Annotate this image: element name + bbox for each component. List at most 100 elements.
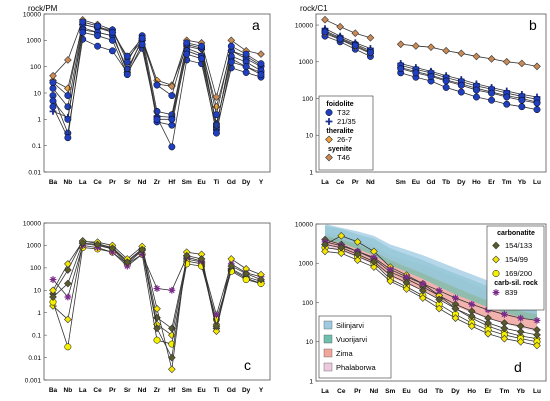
- ytick-label: 10000: [23, 11, 41, 18]
- legend-item-label: T32: [337, 108, 350, 117]
- xtick-label: Nd: [138, 179, 147, 186]
- data-point: [213, 311, 220, 319]
- xtick-label: Sm: [385, 388, 395, 395]
- data-point: [533, 341, 541, 350]
- legend-group-title: theralite: [326, 128, 353, 135]
- data-point: [442, 46, 450, 55]
- data-point: [321, 240, 329, 249]
- data-point: [153, 324, 161, 333]
- data-point: [108, 36, 116, 44]
- panel-d-label: d: [514, 359, 522, 375]
- data-point: [442, 84, 450, 91]
- data-point: [503, 93, 511, 101]
- data-point: [227, 42, 235, 50]
- data-point: [64, 343, 72, 351]
- legend-group-title: syenite: [328, 146, 352, 153]
- ytick-label: 1: [309, 169, 313, 176]
- series-unnamed-6: [49, 18, 265, 119]
- xtick-label: Y: [259, 387, 264, 394]
- legend-marker: [325, 118, 333, 125]
- data-point: [64, 315, 72, 324]
- data-point: [138, 34, 146, 42]
- data-point: [168, 92, 176, 100]
- data-point: [442, 77, 450, 85]
- data-point: [168, 121, 176, 129]
- data-point: [138, 245, 146, 254]
- legend-marker: [492, 270, 500, 277]
- legend-item-label: 154/99: [505, 255, 528, 264]
- xtick-label: Nd: [138, 387, 147, 394]
- data-point: [518, 96, 526, 104]
- data-point: [123, 71, 131, 79]
- xtick-label: Nd: [366, 179, 375, 186]
- panel-d: 10000 1000 100 10 1 La Ce Pr Nd Sm Eu Gd Tb Dy Ho Er Tm Y…: [295, 221, 547, 395]
- xtick-label: Yb: [518, 179, 526, 186]
- series-unnamed-4: [49, 237, 265, 374]
- data-point: [516, 337, 525, 346]
- data-point: [518, 103, 526, 111]
- data-point: [386, 277, 395, 285]
- ytick-label: 1000: [27, 38, 42, 45]
- data-point: [487, 55, 496, 63]
- data-point: [452, 294, 459, 302]
- data-point: [49, 293, 57, 301]
- data-point: [353, 256, 362, 264]
- legend-swatch: [323, 320, 333, 330]
- ytick-label: 10000: [23, 220, 41, 227]
- data-point: [153, 304, 161, 313]
- xtick-label: Dy: [242, 387, 251, 394]
- xtick-label: Pr: [109, 387, 116, 394]
- xtick-label: Er: [488, 179, 495, 186]
- data-point: [533, 62, 541, 71]
- data-point: [64, 260, 72, 268]
- data-point: [336, 22, 344, 31]
- ytick-label: 0.01: [28, 169, 41, 176]
- xtick-label: Tm: [500, 388, 510, 395]
- data-point: [370, 257, 378, 266]
- legend-marker: [492, 255, 500, 264]
- series-line: [324, 32, 538, 103]
- data-point: [397, 65, 405, 73]
- legend-title: carbonatite: [497, 230, 535, 237]
- panel-a: rock/PM 10000 1000 100 10 1 0.1 0.01 Ba Nb La Ce Pr…: [23, 4, 271, 186]
- data-point: [257, 275, 265, 284]
- ytick-label: 1000: [27, 243, 42, 250]
- data-point: [467, 322, 476, 330]
- xtick-label: Sm: [182, 387, 192, 394]
- data-point: [500, 334, 509, 343]
- ytick-label: 1: [37, 117, 41, 124]
- xtick-label: Lu: [533, 388, 541, 395]
- data-point: [64, 84, 72, 93]
- ytick-label: 10000: [295, 221, 313, 228]
- xtick-label: Zr: [154, 387, 161, 394]
- data-point: [64, 293, 72, 301]
- data-point: [49, 79, 57, 86]
- data-point: [457, 81, 465, 89]
- series-unnamed-5: [321, 240, 541, 339]
- xtick-label: Ce: [93, 179, 102, 186]
- panel-b-ylabel: rock/C1: [300, 4, 328, 13]
- ytick-label: 100: [302, 300, 313, 307]
- legend-item-label: T46: [337, 153, 350, 162]
- data-point: [197, 255, 206, 263]
- xtick-label: Ce: [93, 387, 102, 394]
- data-point: [64, 279, 72, 288]
- xtick-label: Pr: [352, 179, 359, 186]
- xtick-label: Lu: [533, 179, 541, 186]
- data-point: [94, 32, 102, 40]
- data-point: [412, 42, 420, 50]
- data-point: [242, 50, 250, 58]
- series-line: [324, 35, 538, 110]
- xtick-label: Yb: [517, 388, 525, 395]
- legend-d-markers: carbonatite 154/133 154/99 169/200 carb-sil.…: [486, 225, 545, 311]
- xtick-label: Gd: [426, 179, 435, 186]
- legend-item-label: Vuorijarvi: [336, 335, 367, 344]
- series-line: [324, 28, 538, 98]
- series-line: [52, 244, 262, 317]
- data-point: [108, 28, 116, 36]
- data-point: [472, 93, 480, 101]
- series-line: [324, 31, 538, 104]
- data-point: [227, 262, 236, 270]
